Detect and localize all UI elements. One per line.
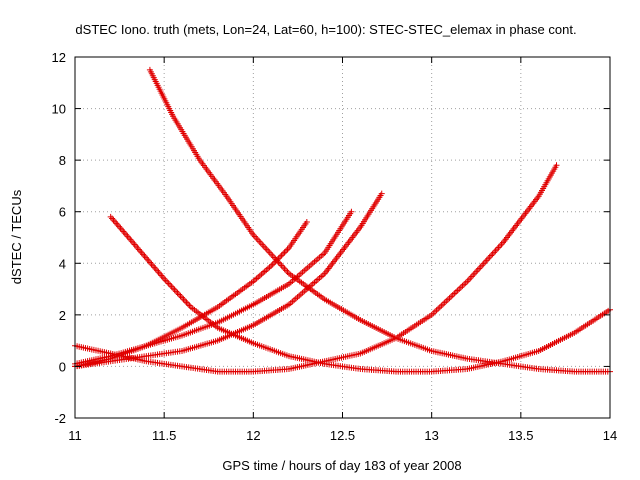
data-point [284,246,291,253]
data-point [278,252,285,259]
data-point [173,288,180,295]
data-point [348,208,355,215]
series-1 [146,66,613,375]
data-point [176,291,183,298]
data-point [167,282,174,289]
data-point [179,294,185,301]
data-point [281,249,288,256]
y-tick-label: 4 [59,256,66,271]
x-tick-label: 13 [424,428,438,443]
data-point [181,297,188,304]
data-point [162,277,169,284]
series-5 [72,208,355,367]
y-tick-label: 12 [52,50,66,65]
data-point [269,261,276,268]
x-tick-label: 12 [246,428,260,443]
data-point [283,247,290,254]
data-point [184,300,191,307]
plot-marks [72,66,613,375]
data-point [378,190,385,197]
series-2 [107,213,613,375]
data-point [183,299,190,306]
x-tick-label: 11 [68,428,82,443]
data-point [186,302,193,309]
y-tick-labels: -2 0 2 4 6 8 10 12 [52,50,66,426]
y-tick-label: 10 [52,102,66,117]
y-tick-label: 0 [59,359,66,374]
x-tick-labels: 11 11.5 12 12.5 13 13.5 14 [68,428,617,443]
series-3 [72,162,560,375]
data-point [170,285,177,292]
chart-title: dSTEC Iono. truth (mets, Lon=24, Lat=60,… [75,22,576,37]
data-point [174,289,181,296]
data-point [180,296,187,303]
y-tick-label: 8 [59,153,66,168]
axis-ticks [74,56,611,419]
data-point [168,283,175,290]
data-point [553,162,560,169]
y-tick-label: 6 [59,205,66,220]
x-tick-label: 11.5 [152,428,176,443]
data-point [165,280,172,287]
data-point [177,293,184,300]
y-axis-label: dSTEC / TECUs [9,189,24,284]
data-point [164,278,171,285]
data-point [280,250,287,257]
series-6 [72,190,385,370]
y-tick-label: -2 [54,411,66,426]
x-tick-label: 14 [603,428,617,443]
data-point [171,286,178,293]
y-tick-label: 2 [59,308,66,323]
x-tick-label: 12.5 [330,428,355,443]
x-tick-label: 13.5 [508,428,533,443]
grid [75,57,610,418]
data-point [303,219,310,226]
x-axis-label: GPS time / hours of day 183 of year 2008 [222,458,461,473]
